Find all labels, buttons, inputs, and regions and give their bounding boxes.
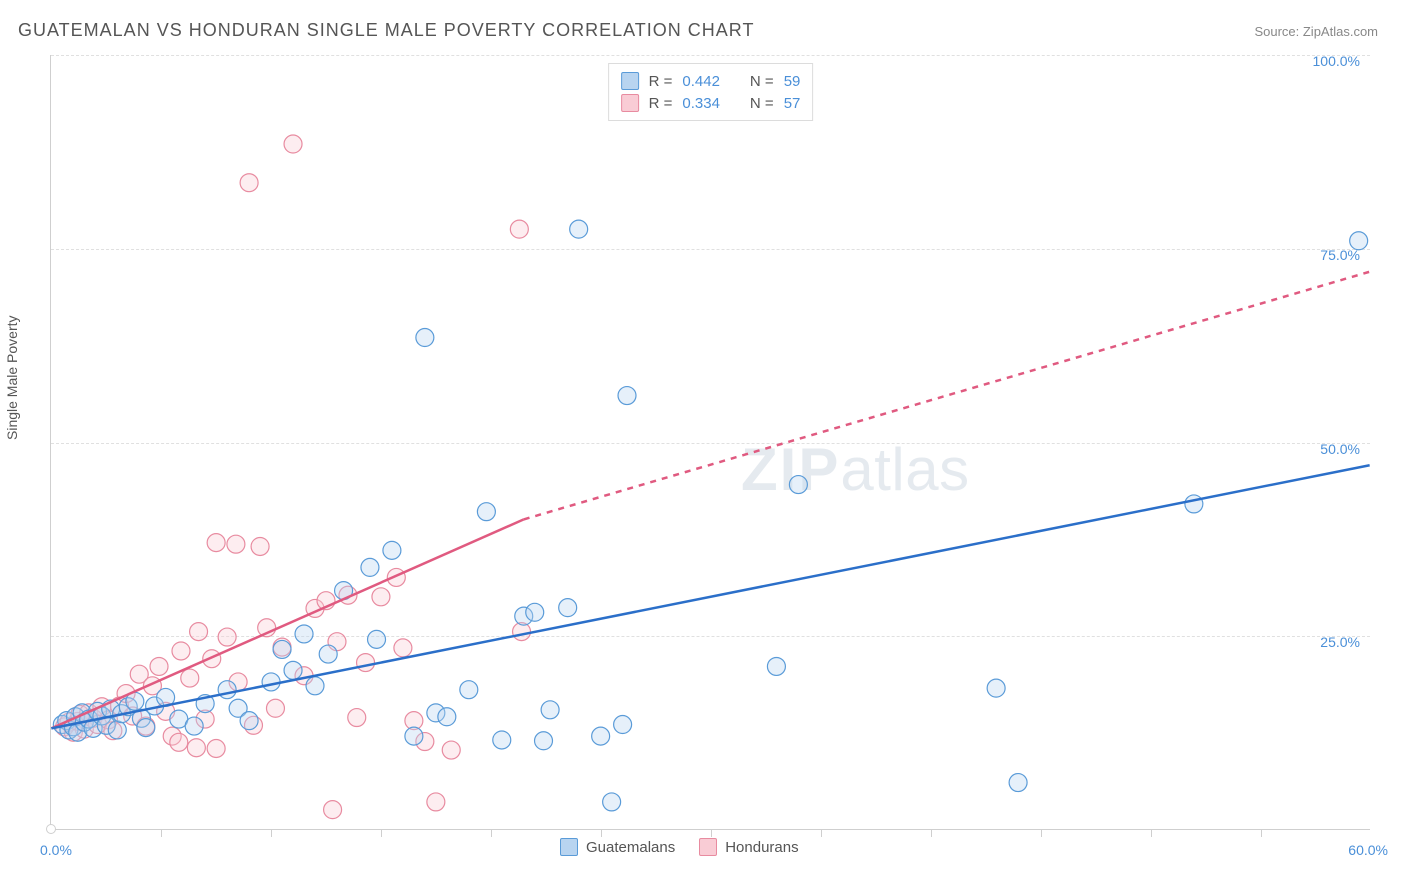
stat-r-value: 0.442: [682, 73, 720, 90]
x-origin-label: 0.0%: [40, 842, 72, 858]
plot-area: ZIPatlas R = 0.442 N = 59 R = 0.334 N = …: [50, 55, 1370, 830]
x-max-label: 60.0%: [1348, 842, 1388, 858]
scatter-svg: [51, 55, 1370, 829]
legend-swatch-icon: [621, 72, 639, 90]
series-legend-label: Guatemalans: [586, 839, 675, 856]
series-legend-item[interactable]: Hondurans: [699, 838, 798, 856]
legend-swatch-icon: [621, 94, 639, 112]
series-legend-label: Hondurans: [725, 839, 798, 856]
chart-title: GUATEMALAN VS HONDURAN SINGLE MALE POVER…: [18, 20, 754, 41]
chart-container: GUATEMALAN VS HONDURAN SINGLE MALE POVER…: [0, 0, 1406, 892]
stat-n-label: N =: [750, 73, 774, 90]
legend-swatch-icon: [699, 838, 717, 856]
source-attribution: Source: ZipAtlas.com: [1254, 24, 1378, 39]
stat-n-value: 57: [784, 95, 801, 112]
stats-row: R = 0.334 N = 57: [621, 92, 801, 114]
stat-r-label: R =: [649, 73, 673, 90]
stat-n-value: 59: [784, 73, 801, 90]
stat-r-value: 0.334: [682, 95, 720, 112]
series-legend: Guatemalans Hondurans: [560, 838, 799, 856]
stats-row: R = 0.442 N = 59: [621, 70, 801, 92]
stat-r-label: R =: [649, 95, 673, 112]
y-axis-title: Single Male Poverty: [4, 315, 20, 440]
stats-legend: R = 0.442 N = 59 R = 0.334 N = 57: [608, 63, 814, 121]
series-legend-item[interactable]: Guatemalans: [560, 838, 675, 856]
legend-swatch-icon: [560, 838, 578, 856]
stat-n-label: N =: [750, 95, 774, 112]
